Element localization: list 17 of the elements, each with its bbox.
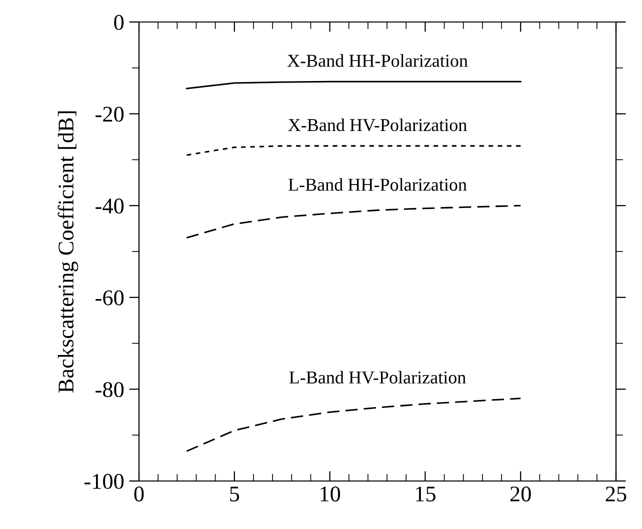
series-label: X-Band HH-Polarization xyxy=(287,54,468,67)
y-axis-title: Backscattering Coefficient [dB] xyxy=(58,111,78,393)
y-tick-label: -80 xyxy=(96,382,124,398)
x-tick-label: 0 xyxy=(134,486,144,502)
y-tick-label: -40 xyxy=(96,198,124,214)
series-label: L-Band HH-Polarization xyxy=(288,178,467,191)
x-tick-label: 25 xyxy=(606,486,626,502)
x-tick-label: 5 xyxy=(230,486,240,502)
y-tick-label: -100 xyxy=(84,474,124,489)
x-tick-label: 20 xyxy=(510,486,531,502)
y-tick-label: 0 xyxy=(114,14,124,30)
y-tick-label: -60 xyxy=(96,290,124,306)
x-tick-label: 15 xyxy=(416,486,436,502)
series-label: L-Band HV-Polarization xyxy=(289,370,466,384)
x-tick-label: 10 xyxy=(320,486,340,502)
series-label: X-Band HV-Polarization xyxy=(288,118,467,132)
y-tick-label: -20 xyxy=(96,106,124,122)
